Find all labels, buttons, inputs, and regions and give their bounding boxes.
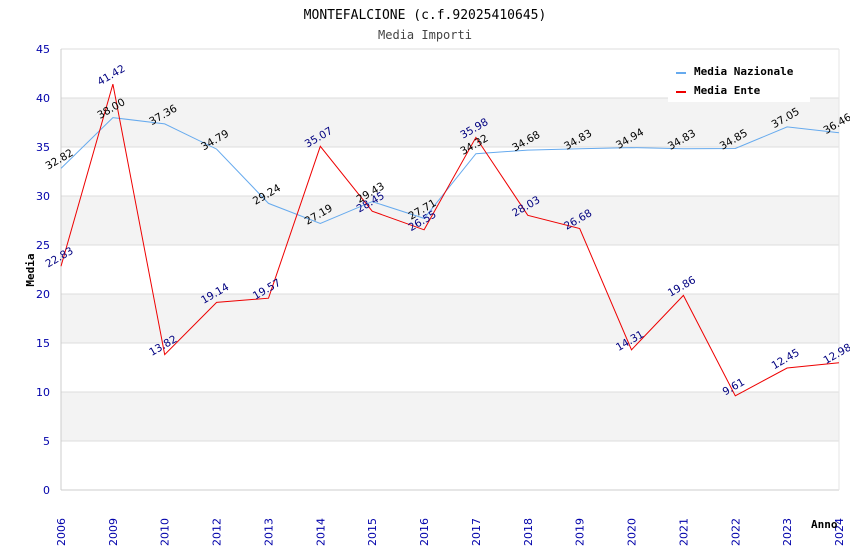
tick-labels: 0 5 10 15 20 25 30 35 40 45 2006 2009 2010 2012 2013 20… xyxy=(36,43,846,546)
x-tick-label: 2024 xyxy=(833,518,846,546)
x-tick-label: 2016 xyxy=(418,518,431,546)
y-tick-label: 15 xyxy=(36,337,50,350)
x-axis-label: Anno xyxy=(811,518,838,531)
plot-band xyxy=(61,196,839,245)
plot-band xyxy=(61,294,839,343)
x-tick-label: 2017 xyxy=(470,518,483,546)
x-tick-label: 2006 xyxy=(55,518,68,546)
y-tick-label: 20 xyxy=(36,288,50,301)
legend: Media Nazionale Media Ente xyxy=(668,60,810,102)
y-tick-label: 35 xyxy=(36,141,50,154)
plot-band xyxy=(61,98,839,147)
y-tick-label: 0 xyxy=(43,484,50,497)
y-tick-label: 45 xyxy=(36,43,50,56)
grid-lines xyxy=(61,48,839,491)
axes xyxy=(60,49,840,491)
chart-subtitle: Media Importi xyxy=(378,28,472,42)
y-tick-label: 40 xyxy=(36,92,50,105)
plot-bands xyxy=(61,49,839,490)
x-tick-label: 2022 xyxy=(729,518,742,546)
y-tick-label: 10 xyxy=(36,386,50,399)
x-tick-label: 2009 xyxy=(107,518,120,546)
y-tick-label: 25 xyxy=(36,239,50,252)
x-tick-label: 2019 xyxy=(574,518,587,546)
x-tick-label: 2010 xyxy=(159,518,172,546)
x-tick-label: 2018 xyxy=(522,518,535,546)
series-line-nazionale xyxy=(60,117,840,225)
series-lines xyxy=(60,83,840,397)
x-tick-label: 2021 xyxy=(677,518,690,546)
x-tick-label: 2014 xyxy=(314,518,327,546)
y-tick-label: 5 xyxy=(43,435,50,448)
series-line-ente xyxy=(60,83,840,397)
x-tick-label: 2013 xyxy=(262,518,275,546)
legend-box xyxy=(668,60,810,102)
chart-title: MONTEFALCIONE (c.f.92025410645) xyxy=(304,8,547,23)
plot-band xyxy=(61,392,839,441)
plot-band xyxy=(61,343,839,392)
plot-band xyxy=(61,441,839,490)
legend-label-ente: Media Ente xyxy=(694,84,761,97)
x-tick-label: 2012 xyxy=(211,518,224,546)
plot-band xyxy=(61,147,839,196)
y-tick-label: 30 xyxy=(36,190,50,203)
x-tick-label: 2023 xyxy=(781,518,794,546)
x-tick-label: 2020 xyxy=(626,518,639,546)
y-axis-label: Media xyxy=(24,253,37,286)
x-tick-label: 2015 xyxy=(366,518,379,546)
legend-label-nazionale: Media Nazionale xyxy=(694,65,794,78)
plot-band xyxy=(61,245,839,294)
